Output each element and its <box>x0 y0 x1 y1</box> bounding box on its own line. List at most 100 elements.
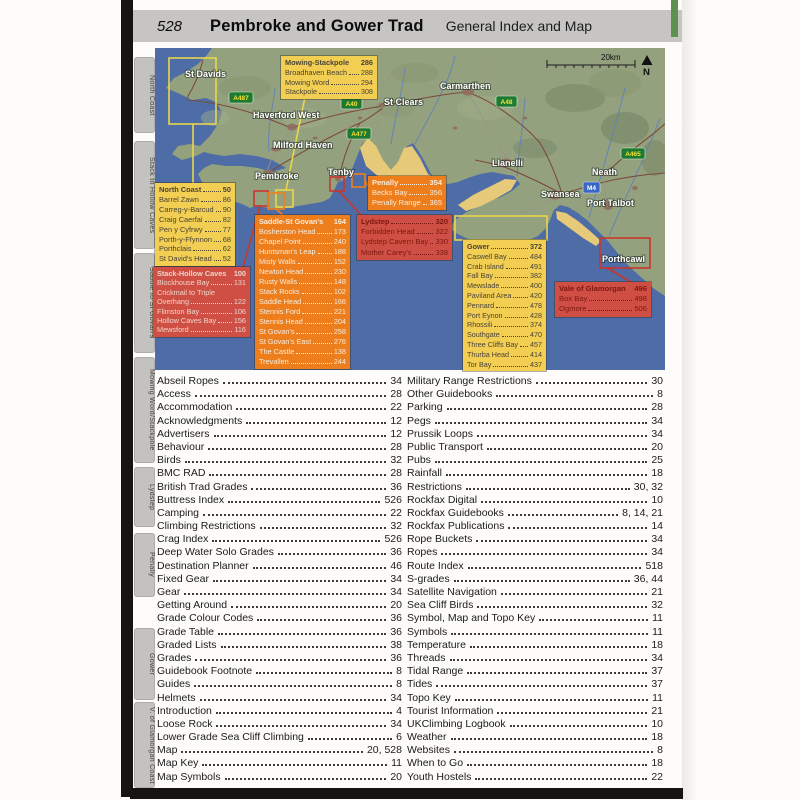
legend-entry: Mother Carey's 338 <box>361 248 448 258</box>
index-entry: Crag Index 526 <box>157 533 402 546</box>
entry-page: 36 <box>390 612 402 625</box>
entry-label: Mewsford <box>157 325 189 335</box>
legend-entry: Forbidden Head 322 <box>361 227 448 237</box>
page-edge-shade <box>682 0 698 800</box>
dot-leader <box>446 408 648 411</box>
dot-leader <box>215 711 393 714</box>
entry-page: 32 <box>651 599 663 612</box>
index-entry: Tidal Range 37 <box>407 665 663 678</box>
sidebar-tab-lydstep: Lydstep <box>134 467 155 527</box>
index-entry: Grade Table 36 <box>157 626 402 639</box>
area-outline-lydstep <box>329 176 345 192</box>
index-entry: Pubs 25 <box>407 454 663 467</box>
dot-leader <box>317 253 332 254</box>
legend-entry: Carreg-y-Barcud 90 <box>159 205 231 215</box>
legend-entry: Hollow Caves Bay 156 <box>157 316 246 325</box>
entry-page: 22 <box>390 401 402 414</box>
entry-label: Hollow Caves Bay <box>157 316 217 326</box>
entry-label: St Govan's East <box>259 337 312 346</box>
entry-page: 138 <box>333 347 346 356</box>
entry-label: Lydstep Cavern Bay <box>361 237 429 247</box>
legend-entry: Lydstep Cavern Bay 330 <box>361 237 448 247</box>
dot-leader <box>203 513 387 516</box>
entry-page: 34 <box>651 533 663 546</box>
dot-leader <box>453 579 630 582</box>
section-title: General Index and Map <box>445 18 593 34</box>
dot-leader <box>513 296 528 298</box>
dot-leader <box>246 421 387 424</box>
svg-text:A40: A40 <box>346 101 358 108</box>
entry-page: 330 <box>435 237 448 247</box>
entry-label: Deep Water Solo Grades <box>157 546 274 559</box>
entry-page: 506 <box>634 304 647 314</box>
entry-label: Caswell Bay <box>467 251 507 261</box>
legend-entry: Barrel Zawn 86 <box>159 195 231 205</box>
dot-leader <box>299 283 332 284</box>
dot-leader <box>194 685 393 688</box>
entry-label: Gear <box>157 586 181 598</box>
index-entry: Youth Hostels 22 <box>407 771 663 784</box>
entry-label: Camping <box>157 506 200 519</box>
legend-entry: Misty Walls 152 <box>259 257 346 267</box>
town-label-port-talbot: Port Talbot <box>587 198 634 208</box>
entry-page: 37 <box>651 678 663 691</box>
dot-leader <box>213 434 387 437</box>
dot-leader <box>508 257 528 259</box>
entry-page: 240 <box>333 237 346 246</box>
entry-page: 173 <box>333 227 346 236</box>
scale-label: 20km <box>601 53 621 62</box>
entry-label: Other Guidebooks <box>407 388 493 401</box>
dot-leader <box>218 322 232 324</box>
entry-page: 491 <box>530 261 542 271</box>
land <box>166 48 665 296</box>
entry-label: Mother Carey's <box>361 247 412 257</box>
dot-leader <box>212 579 387 582</box>
dot-leader <box>228 500 381 503</box>
index-entry: Map Symbols 20 <box>157 771 402 784</box>
legend-title: North Coast 50 <box>159 185 231 194</box>
entry-page: 36 <box>390 651 402 664</box>
scale-bar <box>546 60 636 68</box>
index-entry: Graded Lists 38 <box>157 639 402 652</box>
dot-leader <box>520 345 528 347</box>
dot-leader <box>497 711 648 714</box>
entry-page: 338 <box>435 247 448 257</box>
legend-entry: Blockhouse Bay 131 <box>157 278 246 287</box>
legend-box-stack-hollow-caves: Stack-Hollow Caves 100 Blockhouse Bay 131 C… <box>153 267 250 337</box>
entry-label: Threads <box>407 651 446 664</box>
entry-label: Map Key <box>157 757 199 770</box>
dot-leader <box>434 421 648 424</box>
legend-entry: St Govan's East 276 <box>259 337 346 347</box>
entry-label: Carreg-y-Barcud <box>159 204 214 214</box>
entry-page: 18 <box>651 467 663 480</box>
entry-page: 34 <box>390 691 402 704</box>
entry-label: Southgate <box>467 330 500 340</box>
entry-page: 18 <box>651 638 663 651</box>
entry-page: 156 <box>233 316 246 326</box>
entry-label: Map Symbols <box>157 770 221 783</box>
entry-page: 34 <box>390 375 402 387</box>
entry-page: 52 <box>222 254 231 264</box>
dot-leader <box>467 672 648 675</box>
entry-page: 204 <box>333 317 346 326</box>
road-sign-a40: A40 <box>340 97 363 110</box>
legend-entry: Southgate 470 <box>467 330 542 340</box>
entry-page: 10 <box>651 717 663 730</box>
legend-entry: Stackpole 308 <box>285 87 373 97</box>
entry-page: 34 <box>651 546 663 559</box>
index-entry: Deep Water Solo Grades 36 <box>157 546 402 559</box>
entry-page: 131 <box>233 278 246 288</box>
svg-text:A465: A465 <box>625 151 641 158</box>
entry-page: 8 <box>396 665 402 678</box>
index-entry: Ropes 34 <box>407 546 663 559</box>
header-bar: 528 Pembroke and Gower Trad General Inde… <box>133 10 682 42</box>
dot-leader <box>496 395 654 398</box>
dot-leader <box>496 306 528 308</box>
legend-entry: St Govan's 258 <box>259 327 346 337</box>
entry-label: Tides <box>407 678 433 691</box>
entry-label: Getting Around <box>157 599 228 612</box>
entry-page: 457 <box>530 339 542 349</box>
index-column-right: Military Range Restrictions 30 Other Guide… <box>407 375 663 784</box>
entry-label: Porth-y-Ffynnon <box>159 234 212 244</box>
entry-page: 32 <box>390 520 402 533</box>
